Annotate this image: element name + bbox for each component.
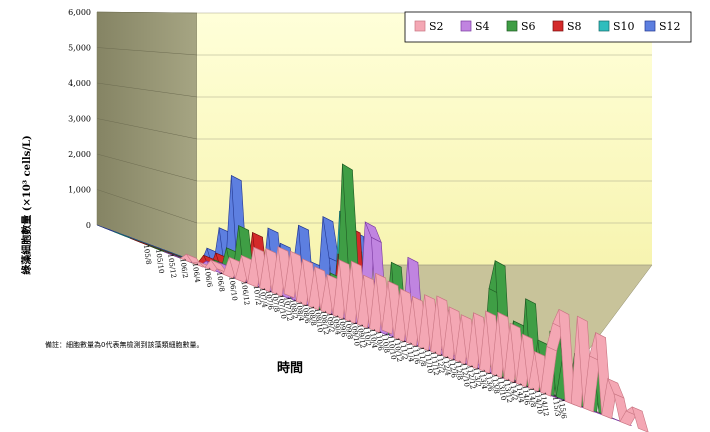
x-tick-label: 112/12 bbox=[465, 364, 476, 390]
series-ribbon-s2 bbox=[179, 246, 649, 432]
x-tick-label: 109/2 bbox=[325, 312, 336, 333]
legend-swatch-s6 bbox=[506, 20, 518, 32]
x-tick-label: 110/8 bbox=[380, 332, 391, 353]
x-tick-label: 109/12 bbox=[355, 323, 366, 349]
x-tick-label: 112/4 bbox=[441, 355, 452, 377]
gridline-side bbox=[96, 47, 198, 56]
y-tick-label: 5,000 bbox=[68, 44, 91, 53]
gridline-side bbox=[96, 82, 198, 98]
x-tick-label: 109/6 bbox=[337, 317, 348, 339]
legend-label-s4: S4 bbox=[475, 20, 490, 33]
x-tick-label: 109/4 bbox=[331, 314, 342, 336]
x-tick-label: 110/2 bbox=[362, 326, 373, 347]
x-tick-label: 114/4 bbox=[514, 382, 525, 404]
legend-swatch-s12 bbox=[644, 20, 656, 32]
x-tick-label: 113/2 bbox=[472, 366, 483, 387]
x-tick-label: 108/2 bbox=[288, 298, 299, 319]
x-tick-label: 106/2 bbox=[178, 258, 189, 279]
legend-label-s12: S12 bbox=[659, 20, 681, 33]
y-tick-label: 2,000 bbox=[68, 150, 91, 159]
y-tick-label: 1,000 bbox=[68, 186, 91, 195]
x-tick-label: 114/8 bbox=[526, 387, 537, 408]
gridline-side bbox=[96, 11, 198, 14]
x-tick-label: 106/4 bbox=[191, 262, 202, 284]
x-tick-label: 114/6 bbox=[520, 385, 531, 407]
side-wall bbox=[96, 11, 198, 266]
x-tick-label: 107/12 bbox=[282, 296, 293, 322]
x-tick-label: 105/8 bbox=[142, 244, 153, 265]
x-tick-label: 107/8 bbox=[270, 292, 281, 313]
legend-label-s6: S6 bbox=[521, 20, 536, 33]
x-tick-label: 112/8 bbox=[453, 360, 464, 381]
legend: S2 S4 S6 S8 S10 S12 bbox=[404, 11, 692, 43]
x-tick-label: 106/12 bbox=[239, 280, 250, 306]
x-tick-label: 110/6 bbox=[374, 330, 385, 352]
x-tick-label: 108/4 bbox=[294, 301, 305, 323]
x-tick-label: 109/8 bbox=[343, 319, 354, 340]
gridline-side bbox=[96, 118, 198, 140]
legend-label-s8: S8 bbox=[567, 20, 582, 33]
y-tick-label: 3,000 bbox=[68, 115, 91, 124]
x-tick-label: 106/10 bbox=[227, 276, 238, 302]
legend-swatch-s4 bbox=[460, 20, 472, 32]
series-ribbons bbox=[96, 163, 649, 432]
x-tick-label: 114/10 bbox=[533, 389, 544, 415]
legend-label-s2: S2 bbox=[429, 20, 444, 33]
x-tick-label: 111/8 bbox=[417, 346, 428, 367]
x-tick-label: 105/12 bbox=[166, 253, 177, 279]
x-tick-label: 113/6 bbox=[484, 371, 495, 393]
legend-box bbox=[404, 11, 692, 43]
x-tick-label: 113/4 bbox=[478, 369, 489, 391]
x-tick-label: 113/8 bbox=[490, 373, 501, 394]
ribbon-segment-s2 bbox=[631, 406, 649, 432]
x-tick-label: 106/6 bbox=[203, 267, 214, 289]
x-tick-label: 112/6 bbox=[447, 357, 458, 379]
x-tick-label: 115/6 bbox=[557, 398, 568, 420]
x-tick-label: 107/2 bbox=[252, 285, 263, 306]
x-tick-label: 113/10 bbox=[496, 375, 507, 401]
gridline-side bbox=[96, 153, 198, 182]
x-tick-label: 112/2 bbox=[435, 353, 446, 374]
footnote: 備註：細胞數量為0代表無檢測到該藻類細胞數量。 bbox=[45, 340, 203, 349]
y-tick-labels: 0 1,000 2,000 3,000 4,000 5,000 6,000 bbox=[68, 8, 91, 230]
legend-label-s10: S10 bbox=[613, 20, 635, 33]
y-tick-label: 4,000 bbox=[68, 79, 91, 88]
x-tick-label: 110/10 bbox=[386, 335, 397, 361]
x-tick-label: 111/2 bbox=[398, 339, 409, 360]
x-tick-label: 111/12 bbox=[429, 351, 440, 377]
x-tick-label: 115/3 bbox=[551, 396, 562, 417]
x-tick-label: 110/12 bbox=[392, 337, 403, 363]
x-tick-label: 114/2 bbox=[508, 380, 519, 401]
x-tick-label: 107/10 bbox=[276, 294, 287, 320]
y-tick-label: 0 bbox=[86, 221, 91, 230]
x-tick-label: 111/10 bbox=[423, 348, 434, 374]
x-tick-label: 110/4 bbox=[368, 328, 379, 350]
x-tick-label: 109/10 bbox=[349, 321, 360, 347]
legend-swatch-s2 bbox=[414, 20, 426, 32]
x-axis-title: 時間 bbox=[277, 360, 303, 376]
x-tick-label: 108/6 bbox=[301, 303, 312, 325]
y-axis-title: 綠藻細胞數量 (×10³ cells/L) bbox=[20, 135, 33, 274]
x-tick-label: 111/6 bbox=[410, 344, 421, 366]
x-tick-label: 105/10 bbox=[154, 249, 165, 275]
x-tick-label: 112/10 bbox=[459, 362, 470, 388]
x-tick-label: 108/8 bbox=[307, 305, 318, 326]
y-tick-label: 6,000 bbox=[68, 8, 91, 17]
legend-swatch-s8 bbox=[552, 20, 564, 32]
x-tick-label: 114/12 bbox=[539, 391, 550, 417]
x-tick-label: 106/8 bbox=[215, 271, 226, 292]
x-tick-label: 107/4 bbox=[258, 287, 269, 309]
x-tick-label: 111/4 bbox=[404, 341, 415, 363]
x-tick-label: 113/12 bbox=[502, 378, 513, 404]
gridline-side bbox=[96, 189, 198, 224]
legend-swatch-s10 bbox=[598, 20, 610, 32]
x-tick-label: 107/6 bbox=[264, 289, 275, 311]
x-tick-label: 108/10 bbox=[313, 307, 324, 333]
x-tick-labels: 105/8 105/10 105/12 106/2 106/4 106/6 106/8 106… bbox=[142, 244, 568, 420]
x-tick-label: 108/12 bbox=[319, 310, 330, 336]
